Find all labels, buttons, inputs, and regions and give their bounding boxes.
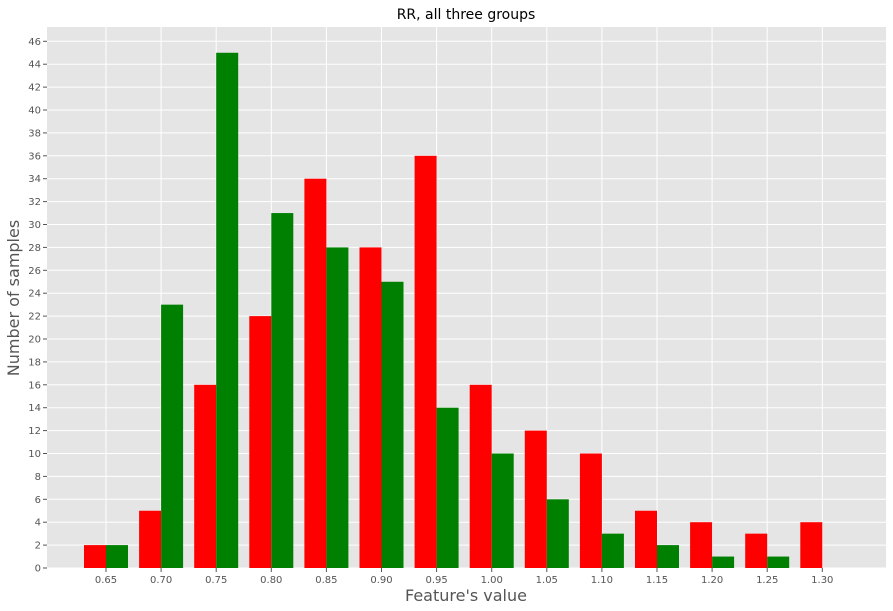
y-tick-label: 16 [28,380,41,391]
bar-red [84,545,106,568]
x-tick-label: 1.10 [591,575,613,586]
bar-green [712,556,735,568]
y-tick-label: 28 [28,243,41,254]
x-tick-label: 1.30 [811,575,833,586]
bar-green [491,453,514,568]
bar-red [469,384,492,568]
y-tick-label: 40 [28,106,41,117]
x-tick-label: 1.05 [536,575,558,586]
y-tick-label: 18 [28,357,41,368]
bars [84,52,823,569]
x-tick-label: 0.80 [260,575,282,586]
bar-red [745,533,768,568]
bar-red [690,522,713,568]
bar-red [800,522,823,568]
y-tick-label: 10 [28,449,41,460]
bar-red [249,316,272,568]
y-tick-label: 26 [28,266,41,277]
y-tick-label: 22 [28,312,41,323]
x-tick-label: 0.85 [315,575,337,586]
bar-green [381,281,404,568]
y-tick-label: 20 [28,335,41,346]
plot-area [47,27,886,568]
bar-red [414,155,437,569]
y-tick-label: 24 [28,289,41,300]
y-tick-label: 4 [35,518,41,529]
x-tick-label: 1.15 [646,575,668,586]
bar-green [601,533,624,568]
y-axis-ticks: 0246810121416182022242628303234363840424… [28,37,47,575]
bar-green [326,247,349,568]
y-tick-label: 8 [35,472,41,483]
bar-red [194,384,217,568]
y-tick-label: 30 [28,220,41,231]
y-tick-label: 46 [28,37,41,48]
bar-green [767,556,790,568]
bar-red [635,510,657,568]
y-tick-label: 0 [35,564,41,575]
bar-green [546,499,569,568]
x-tick-label: 0.95 [425,575,447,586]
x-tick-label: 0.70 [150,575,172,586]
bar-green [216,52,239,569]
bar-green [161,304,184,568]
bar-green [106,545,128,568]
y-axis-label: Number of samples [4,220,23,376]
bar-red [579,453,602,568]
bar-green [271,213,294,568]
bar-green [436,407,459,568]
y-tick-label: 44 [28,60,41,71]
bar-green [657,545,679,568]
chart-title: RR, all three groups [397,7,536,23]
bar-red [304,178,327,569]
y-tick-label: 6 [35,495,41,506]
bar-red [139,510,162,568]
x-tick-label: 1.20 [701,575,723,586]
y-tick-label: 2 [35,541,41,552]
x-axis-label: Feature's value [405,586,527,605]
grid [47,27,886,569]
x-axis-ticks: 0.65 0.70 0.75 0.80 0.85 0.90 0.95 1.00 1.05 1.10… [95,568,833,586]
y-tick-label: 32 [28,197,41,208]
x-tick-label: 1.25 [756,575,778,586]
y-tick-label: 34 [28,174,41,185]
bar-red [359,247,382,568]
y-tick-label: 42 [28,83,41,94]
x-tick-label: 0.75 [205,575,227,586]
y-tick-label: 36 [28,151,41,162]
x-tick-label: 1.00 [481,575,503,586]
y-tick-label: 38 [28,128,41,139]
bar-red [524,430,547,568]
y-tick-label: 14 [28,403,41,414]
x-tick-label: 0.65 [95,575,117,586]
x-tick-label: 0.90 [370,575,392,586]
y-tick-label: 12 [28,426,41,437]
